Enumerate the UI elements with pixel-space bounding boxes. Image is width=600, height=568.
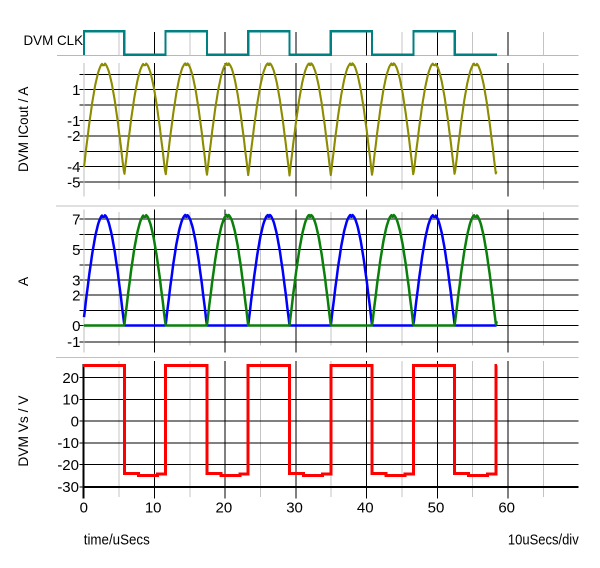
svg-text:-10: -10 — [57, 435, 79, 452]
svg-text:2: 2 — [72, 287, 80, 304]
svg-text:DVM ICout / A: DVM ICout / A — [15, 86, 31, 172]
svg-text:DVM CLK: DVM CLK — [24, 32, 84, 48]
svg-text:time/uSecs: time/uSecs — [84, 531, 150, 548]
svg-text:50: 50 — [428, 499, 445, 516]
svg-text:0: 0 — [80, 499, 88, 516]
svg-text:10uSecs/div: 10uSecs/div — [508, 531, 579, 548]
svg-text:3: 3 — [72, 272, 80, 289]
svg-text:60: 60 — [498, 499, 515, 516]
svg-text:20: 20 — [62, 370, 79, 387]
svg-text:20: 20 — [216, 499, 233, 516]
svg-text:0: 0 — [72, 318, 80, 335]
svg-text:30: 30 — [286, 499, 303, 516]
svg-text:40: 40 — [357, 499, 374, 516]
svg-text:DVM Vs / V: DVM Vs / V — [15, 395, 31, 467]
svg-text:-20: -20 — [57, 457, 79, 474]
svg-text:1: 1 — [72, 82, 80, 99]
svg-text:-2: -2 — [67, 128, 80, 145]
svg-text:0: 0 — [71, 413, 79, 430]
svg-text:5: 5 — [72, 242, 80, 259]
svg-text:10: 10 — [145, 499, 162, 516]
svg-text:-4: -4 — [67, 159, 80, 176]
svg-text:10: 10 — [62, 392, 79, 409]
svg-text:-30: -30 — [57, 479, 79, 496]
svg-text:A: A — [15, 276, 31, 286]
svg-text:-1: -1 — [67, 113, 80, 130]
svg-text:7: 7 — [72, 212, 80, 229]
svg-text:-1: -1 — [67, 334, 80, 351]
svg-text:-5: -5 — [67, 174, 80, 191]
